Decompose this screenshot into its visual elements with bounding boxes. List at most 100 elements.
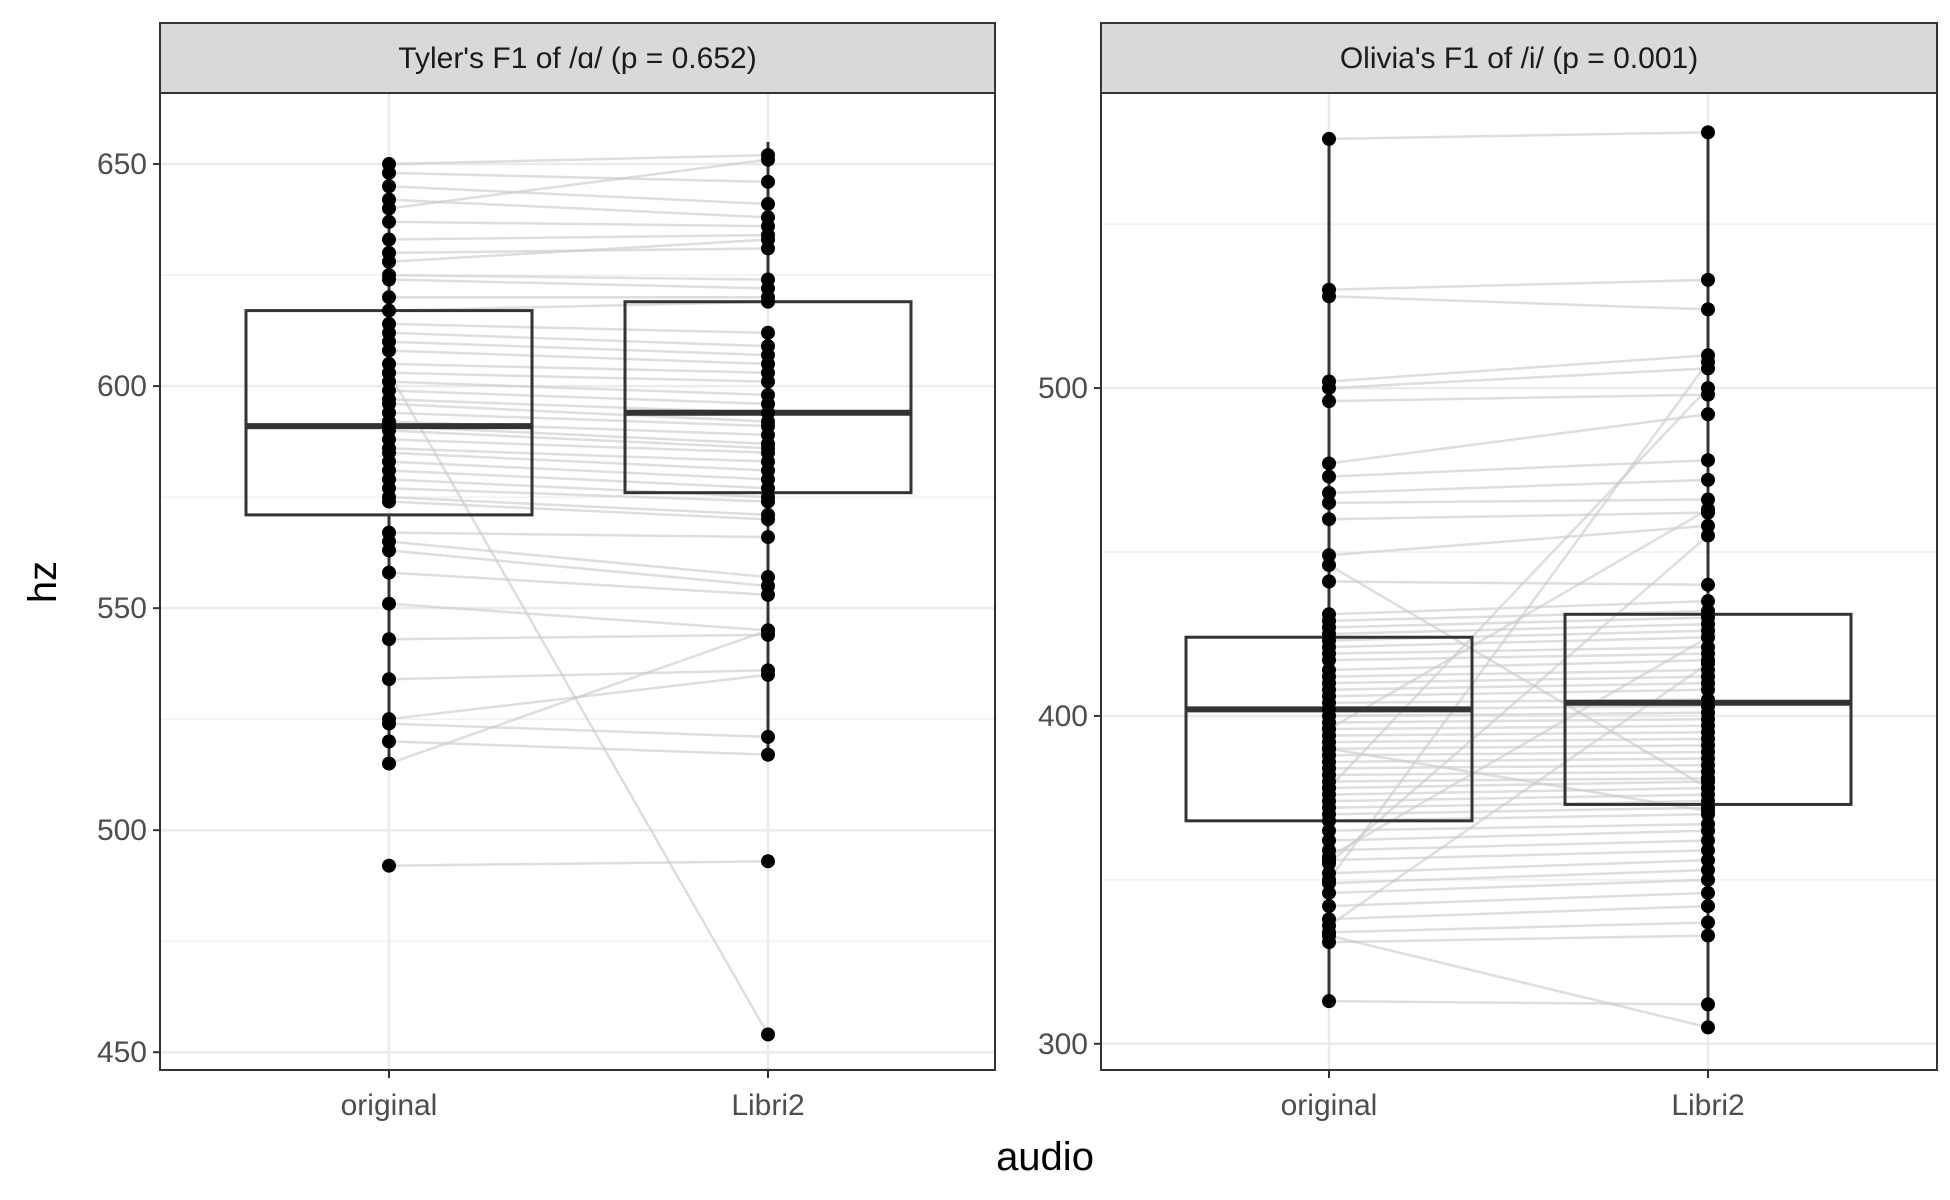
pair-line (1328, 681, 1709, 691)
point-original (382, 672, 396, 687)
panel-tyler-f1: Tyler's F1 of /ɑ/ (p = 0.652) 450 500 550 6… (97, 22, 996, 1122)
point-original (1322, 456, 1336, 471)
pair-line (1328, 934, 1709, 944)
point-original (382, 179, 396, 194)
y-axis-title: hz (21, 561, 65, 603)
point-libri2 (761, 374, 775, 389)
point-libri2 (1701, 453, 1715, 468)
point-original (1322, 394, 1336, 409)
paired-lines (387, 153, 770, 1036)
facet-title: Olivia's F1 of /i/ (p = 0.001) (1340, 42, 1698, 75)
pair-line (388, 669, 769, 681)
pair-line (1328, 747, 1709, 813)
point-libri2 (1701, 272, 1715, 287)
pair-line (1328, 662, 1709, 927)
pair-line (1328, 711, 1709, 718)
pair-line (1328, 413, 1709, 465)
point-libri2 (761, 587, 775, 602)
pair-line (1328, 580, 1709, 587)
x-tick-label: Libri2 (1671, 1089, 1744, 1122)
pair-line (1328, 780, 1709, 790)
pair-line (388, 278, 769, 290)
pair-line (388, 629, 769, 765)
point-original (1322, 485, 1336, 500)
pair-line (388, 500, 769, 521)
pair-line (1328, 858, 1709, 875)
point-libri2 (1701, 997, 1715, 1012)
point-original (1322, 899, 1336, 914)
facet-strip (159, 22, 996, 94)
x-axis-ticks: original Libri2 (1281, 1070, 1745, 1122)
point-original (1322, 653, 1336, 668)
point-original (1322, 813, 1336, 828)
point-libri2 (1701, 656, 1715, 671)
pair-line (388, 602, 769, 632)
pair-line (1328, 731, 1709, 737)
pair-line (1328, 849, 1709, 862)
point-libri2 (1701, 915, 1715, 930)
x-tick-label: original (341, 1089, 438, 1122)
point-libri2 (761, 294, 775, 309)
pair-line (387, 372, 770, 1036)
y-tick-label: 450 (97, 1036, 147, 1069)
grid (1101, 93, 1937, 1070)
pair-line (1328, 829, 1709, 842)
pair-line (1328, 367, 1709, 390)
point-original (1322, 928, 1336, 943)
pair-line (388, 158, 769, 210)
point-libri2 (761, 232, 775, 247)
point-libri2 (761, 325, 775, 340)
point-original (382, 343, 396, 358)
pair-line (388, 411, 769, 428)
pair-line (1328, 999, 1709, 1006)
point-libri2 (1701, 928, 1715, 943)
point-original (1322, 381, 1336, 396)
pair-line (1328, 534, 1709, 865)
pair-line (388, 540, 769, 579)
pair-line (1328, 717, 1709, 724)
pair-line (1328, 839, 1709, 852)
pair-line (1328, 806, 1709, 816)
pair-line (1328, 458, 1709, 478)
point-original (382, 494, 396, 509)
data-points (1322, 125, 1715, 1035)
pair-line (1328, 793, 1709, 803)
point-original (382, 232, 396, 247)
point-libri2 (761, 747, 775, 762)
point-libri2 (1701, 472, 1715, 487)
grid (160, 93, 995, 1070)
point-original (1322, 131, 1336, 146)
pair-line (1328, 511, 1709, 521)
y-tick-label: 500 (97, 814, 147, 847)
point-libri2 (761, 667, 775, 682)
point-libri2 (761, 530, 775, 545)
pair-line (1328, 393, 1709, 403)
pair-line (388, 322, 769, 335)
point-libri2 (1701, 1020, 1715, 1035)
pair-line (1328, 599, 1709, 616)
pair-line (388, 451, 769, 472)
point-original (1322, 872, 1336, 887)
pair-line (388, 740, 769, 756)
pair-line (388, 860, 769, 867)
pair-line (1328, 498, 1709, 505)
pair-line (388, 185, 769, 206)
pair-line (1328, 622, 1709, 636)
point-libri2 (1701, 594, 1715, 609)
paired-lines (1327, 131, 1710, 1029)
point-libri2 (1701, 302, 1715, 317)
point-libri2 (1701, 502, 1715, 517)
point-original (1322, 289, 1336, 304)
pair-line (388, 460, 769, 481)
point-libri2 (1701, 853, 1715, 868)
pair-line (1328, 295, 1709, 311)
point-libri2 (1701, 843, 1715, 858)
y-tick-label: 300 (1038, 1028, 1088, 1061)
point-libri2 (761, 854, 775, 869)
pair-line (388, 633, 769, 641)
pair-line (1328, 668, 1709, 678)
point-libri2 (1701, 872, 1715, 887)
point-libri2 (761, 1027, 775, 1042)
pair-line (1328, 934, 1709, 1029)
